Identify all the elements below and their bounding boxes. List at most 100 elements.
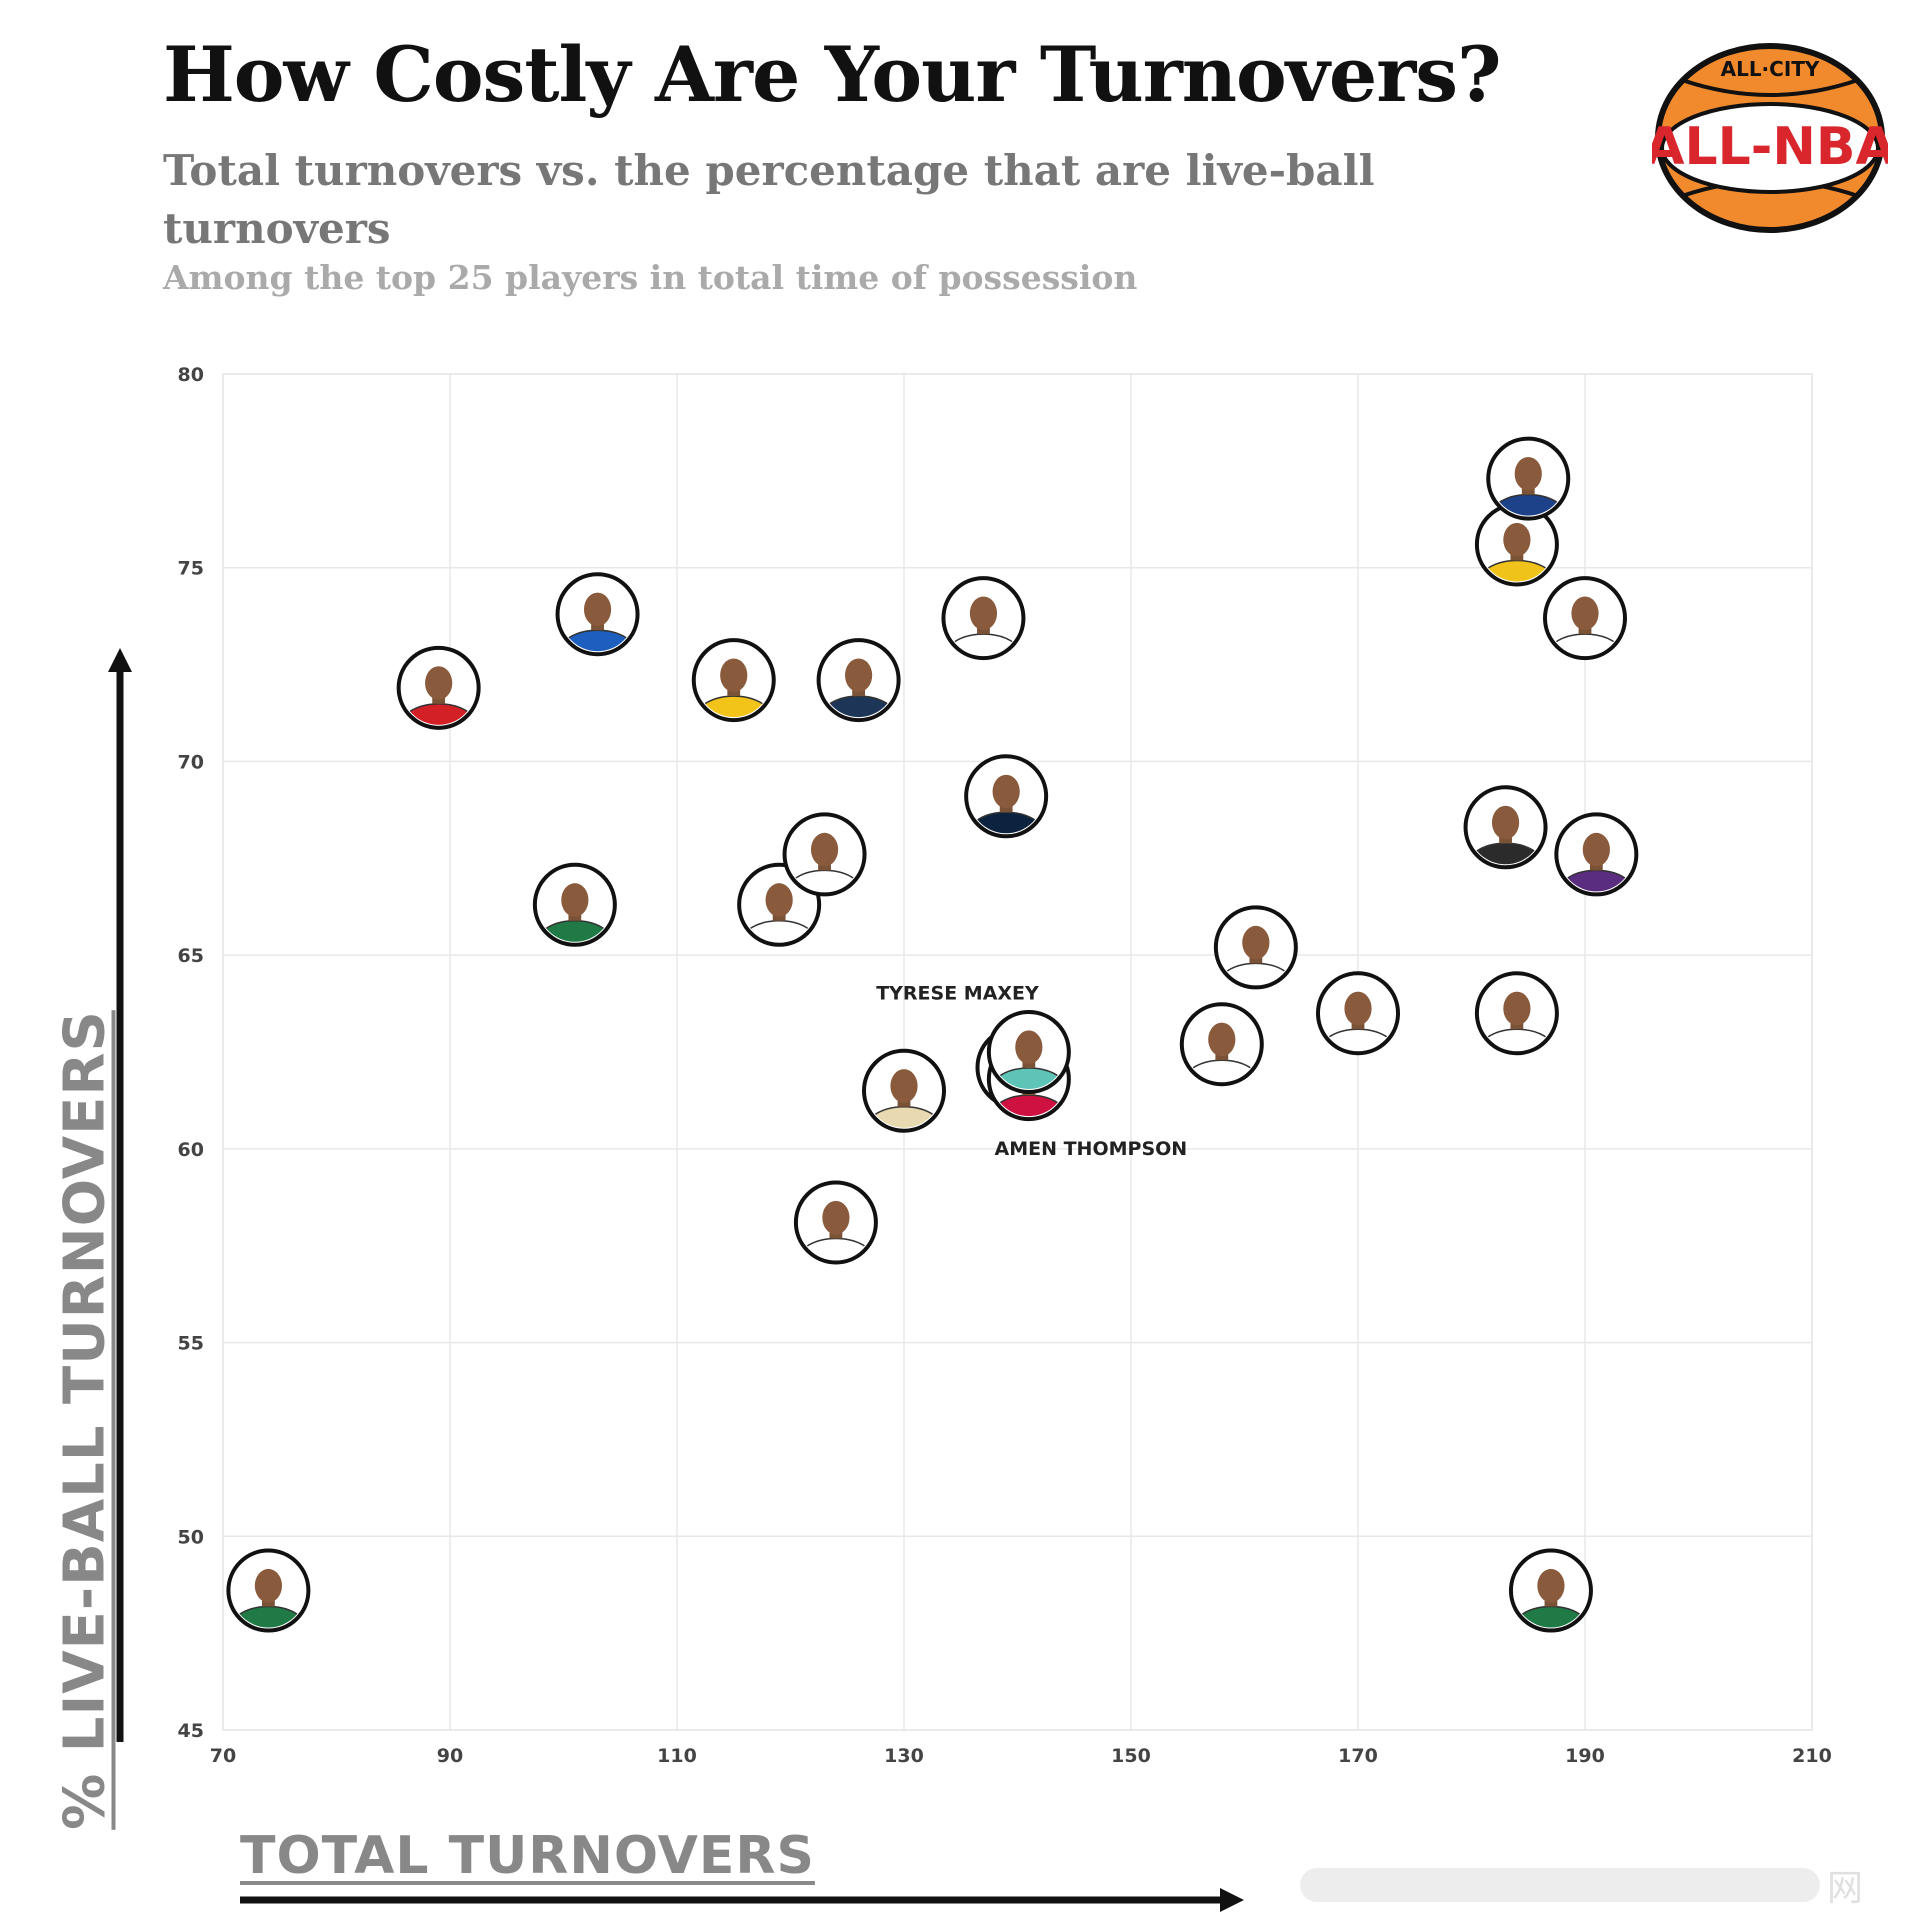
y-tick-label: 50 [178,1526,204,1548]
head-shape [425,666,453,700]
player-point [1474,971,1559,1056]
player-headshot-icon [401,666,476,725]
y-tick-label: 45 [178,1720,204,1742]
head-shape [1571,596,1599,631]
head-shape [254,1568,282,1603]
player-point [555,572,640,657]
head-shape [845,658,873,693]
x-tick-label: 130 [884,1745,924,1767]
player-headshot-icon [560,592,635,652]
head-shape [969,596,998,631]
y-axis-label: % LIVE-BALL TURNOVERS [52,1010,118,1830]
y-tick-label: 75 [178,558,204,580]
y-tick-label: 80 [178,364,204,386]
player-point [941,576,1026,661]
player-point [226,1548,311,1633]
x-tick-label: 90 [437,1745,463,1767]
player-headshot-icon [1479,991,1554,1051]
y-axis-arrowhead [108,648,132,672]
player-point [862,1048,946,1133]
player-point [1179,1002,1264,1087]
player-point [532,862,617,947]
head-shape [822,1200,850,1235]
y-tick-label: 70 [178,751,204,773]
player-headshot-icon [969,774,1044,834]
player-headshot-icon [1184,1022,1259,1082]
x-tick-labels: 70 90 110 130 150 170 190 210 [210,1745,1832,1767]
player-headshot-icon [787,832,862,892]
head-shape [1503,522,1531,557]
player-point [1213,905,1298,990]
player-headshot-icon [1218,925,1293,985]
player-headshot-icon [696,658,771,718]
player-point [1474,502,1559,587]
player-headshot-icon [231,1568,306,1628]
head-shape [1537,1568,1565,1603]
x-tick-label: 110 [657,1745,697,1767]
x-tick-label: 190 [1565,1745,1605,1767]
player-headshot-icon [742,883,817,942]
head-shape [765,883,793,917]
head-shape [720,658,748,693]
head-shape [561,883,589,917]
player-headshot-icon [946,596,1021,656]
player-headshot-icon [1468,805,1543,865]
head-shape [1503,991,1531,1026]
head-shape [1242,925,1270,960]
head-shape [1015,1030,1043,1064]
player-point [1554,812,1639,897]
player-point [1486,436,1571,521]
player-headshot-icon [1548,596,1622,656]
player-headshot-icon [1559,832,1634,892]
player-point [793,1180,878,1265]
chart-subtitle: Total turnovers vs. the percentage that … [163,146,1375,253]
head-shape [992,774,1020,809]
x-tick-label: 170 [1338,1745,1378,1767]
all-nba-logo: ALL·CITY ALL-NBA [1652,43,1888,233]
axis-arrows [108,648,1244,1912]
player-headshot-icon [1513,1568,1588,1628]
x-axis-label: TOTAL TURNOVERS [240,1826,815,1886]
player-headshot-icon [798,1200,873,1260]
head-shape [810,832,839,867]
player-point [691,638,776,723]
y-tick-label: 55 [178,1333,204,1355]
head-shape [1514,457,1542,491]
player-headshot-icon [991,1030,1066,1089]
player-point [1543,576,1627,661]
player-point [816,638,901,723]
player-point [964,754,1049,839]
player-point [986,1010,1071,1094]
jersey-shape [1321,1028,1395,1051]
chart-title: How Costly Are Your Turnovers? [163,30,1502,119]
x-axis-arrowhead [1220,1888,1244,1912]
y-tick-labels: 45 50 55 60 65 70 75 80 [178,364,204,1742]
player-headshot-icon [1479,522,1554,582]
head-shape [1582,832,1610,867]
x-tick-label: 150 [1111,1745,1151,1767]
player-headshot-icon [537,883,612,942]
player-points [226,436,1639,1633]
player-point [396,645,481,730]
x-tick-label: 210 [1792,1745,1832,1767]
logo-main-text: ALL-NBA [1652,117,1888,177]
head-shape [1344,991,1372,1026]
logo-top-text: ALL·CITY [1721,57,1820,81]
x-tick-label: 70 [210,1745,236,1767]
player-point [1316,971,1400,1056]
chart-subtitle-secondary: Among the top 25 players in total time o… [163,258,1138,297]
head-shape [890,1069,918,1103]
player-point [782,812,867,897]
head-shape [583,592,612,627]
y-tick-label: 60 [178,1139,204,1161]
player-headshot-icon [1321,991,1395,1051]
y-tick-label: 65 [178,945,204,967]
player-headshot-icon [821,658,896,718]
player-point [1508,1548,1593,1633]
point-labels: TYRESE MAXEY AMEN THOMPSON [876,982,1187,1160]
head-shape [1208,1022,1236,1057]
point-label: AMEN THOMPSON [994,1138,1187,1160]
point-label: TYRESE MAXEY [876,982,1039,1004]
head-shape [1491,805,1520,840]
